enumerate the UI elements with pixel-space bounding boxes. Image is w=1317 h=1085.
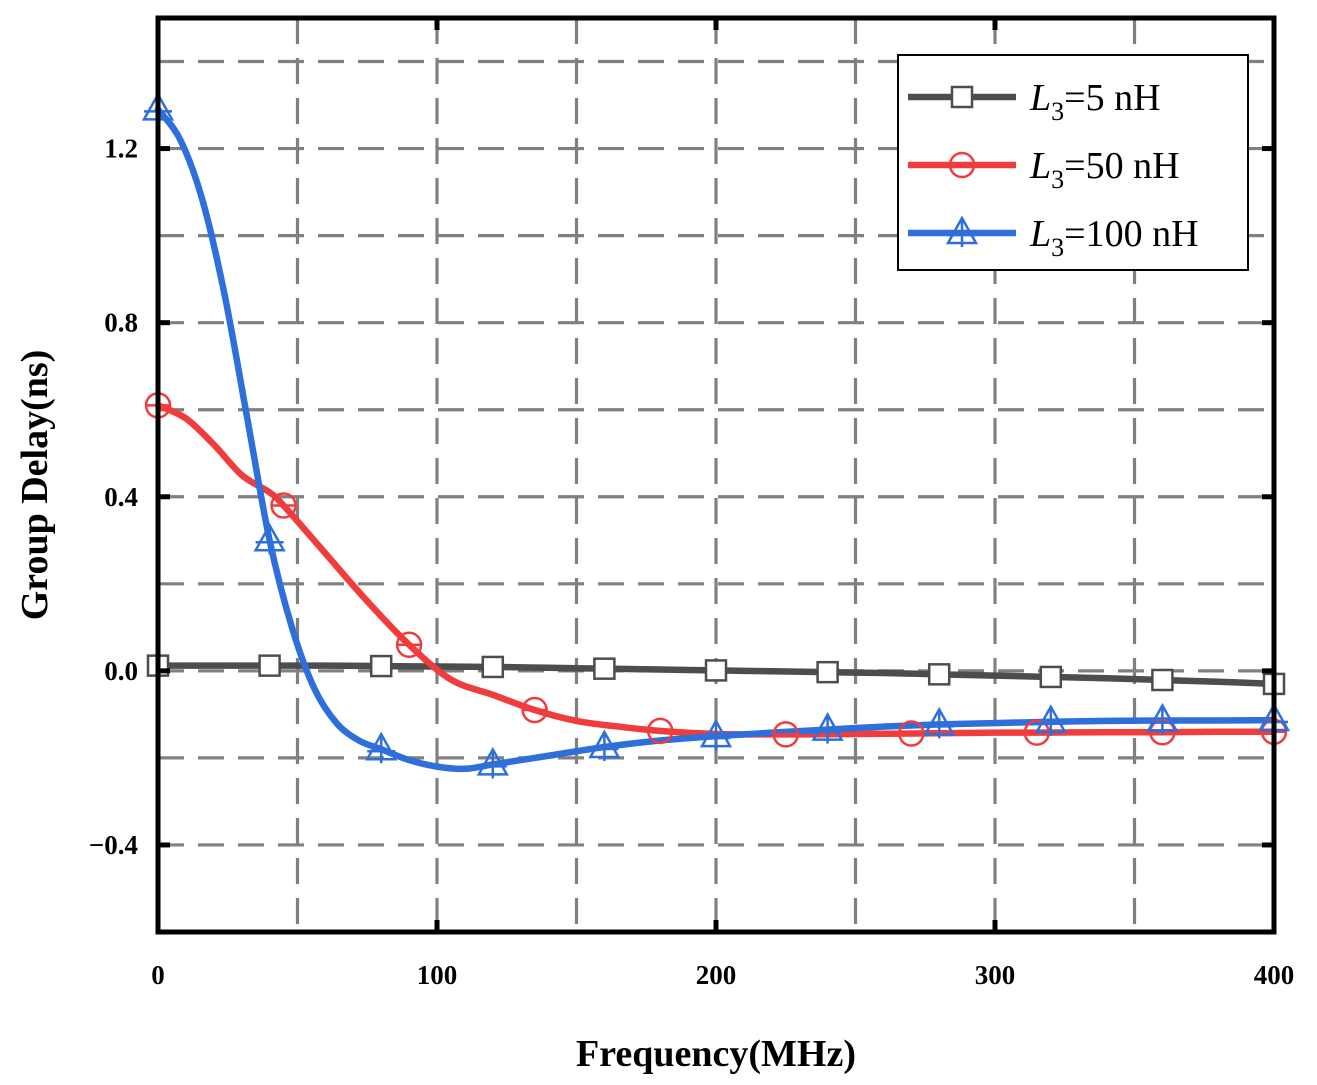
series-1-marker xyxy=(258,654,281,677)
y-tick-label: 0.0 xyxy=(104,656,138,686)
x-tick-label: 0 xyxy=(151,960,165,990)
legend: L3=5 nH L3=50 nH L3=100 nH xyxy=(897,54,1249,271)
series-1-marker xyxy=(927,663,951,686)
series-1-marker xyxy=(481,655,505,679)
series-1-marker xyxy=(816,660,839,684)
series-3-marker xyxy=(1146,702,1179,735)
series-2-marker xyxy=(395,631,423,658)
series-3-marker xyxy=(253,522,286,555)
series-1-marker xyxy=(1039,665,1063,689)
y-tick-label: 0.8 xyxy=(104,308,138,338)
legend-entry-2: L3=50 nH xyxy=(908,145,1180,194)
series-1-marker xyxy=(369,654,393,678)
series-3-marker xyxy=(476,746,509,779)
series-1-marker xyxy=(704,659,728,682)
series-1-marker xyxy=(1151,668,1174,692)
legend-swatch-marker xyxy=(945,215,979,247)
series-3-marker xyxy=(811,712,844,744)
legend-swatch-marker xyxy=(948,151,976,179)
legend-label: L3=50 nH xyxy=(1029,145,1180,194)
axes xyxy=(155,15,1277,935)
x-tick-label: 100 xyxy=(417,960,458,990)
series-line-3 xyxy=(154,106,1278,773)
series-2-marker xyxy=(521,696,548,724)
x-tick-label: 300 xyxy=(975,960,1016,990)
series-line-2 xyxy=(154,402,1278,738)
y-tick-label: 1.2 xyxy=(104,134,138,164)
y-axis-title: Group Delay(ns) xyxy=(14,350,56,621)
series-2-marker xyxy=(646,717,674,745)
legend-label: L3=5 nH xyxy=(1029,77,1161,126)
legend-label: L3=100 nH xyxy=(1029,213,1199,262)
tick-labels: 0 100 200 300 400 −0.4 0.0 0.4 0.8 1.2 xyxy=(89,134,1294,990)
legend-entry-3: L3=100 nH xyxy=(908,213,1199,262)
y-tick-label: −0.4 xyxy=(89,830,138,860)
legend-swatch-marker xyxy=(950,85,974,109)
series-2-marker xyxy=(898,720,925,747)
series-3-marker xyxy=(1034,704,1067,736)
y-tick-label: 0.4 xyxy=(104,482,138,512)
series-3-marker xyxy=(588,729,621,762)
series-3-marker xyxy=(365,731,398,764)
series-2-marker xyxy=(772,721,799,748)
series-2-marker xyxy=(270,492,297,519)
series-1-marker xyxy=(593,657,616,680)
legend-entry-1: L3=5 nH xyxy=(908,77,1161,126)
x-tick-label: 200 xyxy=(696,960,737,990)
series-3-marker xyxy=(699,718,733,751)
x-axis-title: Frequency(MHz) xyxy=(576,1033,856,1075)
series-3-marker xyxy=(923,706,956,739)
x-tick-label: 400 xyxy=(1254,960,1295,990)
